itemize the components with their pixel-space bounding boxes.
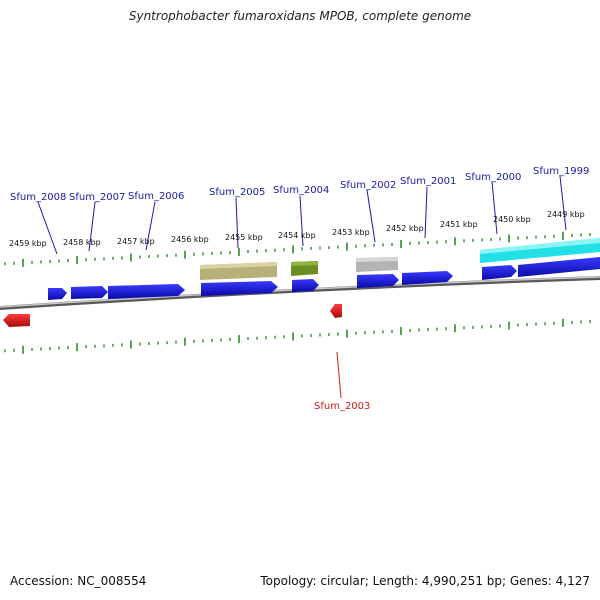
kbp-label: 2455 kbp	[225, 233, 263, 242]
gene-arrow-sfum-2004[interactable]	[292, 279, 319, 292]
gene-label-sfum-2002[interactable]: Sfum_2002	[340, 180, 396, 191]
gene-label-sfum-2005[interactable]: Sfum_2005	[209, 187, 265, 198]
kbp-label: 2449 kbp	[547, 210, 585, 219]
gene-arrow-sfum-2008[interactable]	[48, 288, 67, 300]
kbp-label: 2457 kbp	[117, 237, 155, 246]
map-title: Syntrophobacter fumaroxidans MPOB, compl…	[128, 9, 472, 23]
gene-label-sfum-2006[interactable]: Sfum_2006	[128, 191, 184, 202]
gene-label-sfum-2004[interactable]: Sfum_2004	[273, 185, 329, 196]
kbp-label: 2459 kbp	[9, 239, 47, 248]
gene-arrow-sfum-2003[interactable]	[330, 304, 342, 318]
kbp-label: 2458 kbp	[63, 238, 101, 247]
gene-label-sfum-2001[interactable]: Sfum_2001	[400, 176, 456, 187]
gene-label-sfum-2003[interactable]: Sfum_2003	[314, 401, 370, 412]
kbp-label: 2456 kbp	[171, 235, 209, 244]
kbp-label: 2450 kbp	[493, 215, 531, 224]
feature-bar-sfum-2005[interactable]	[200, 262, 277, 280]
topology-text: Topology: circular; Length: 4,990,251 bp…	[260, 574, 590, 588]
feature-bar-sfum-2004[interactable]	[291, 261, 318, 276]
gene-label-sfum-1999[interactable]: Sfum_1999	[533, 166, 589, 177]
kbp-label: 2454 kbp	[278, 231, 316, 240]
gene-label-sfum-2008[interactable]: Sfum_2008	[10, 192, 66, 203]
kbp-label: 2451 kbp	[440, 220, 478, 229]
gene-callout-lines	[37, 175, 567, 399]
feature-bar-sfum-2000[interactable]	[480, 238, 600, 263]
gene-arrow-sfum-1999[interactable]	[518, 257, 600, 277]
feature-bar-sfum-2002[interactable]	[356, 257, 398, 272]
gene-label-sfum-2000[interactable]: Sfum_2000	[465, 172, 521, 183]
gene-arrow-sfum-2002[interactable]	[357, 274, 399, 288]
kbp-label: 2452 kbp	[386, 224, 424, 233]
outer-tick-row	[4, 231, 591, 267]
inner-tick-row	[4, 318, 591, 354]
gene-arrow-sfum-2001[interactable]	[402, 271, 453, 285]
gene-label-sfum-2007[interactable]: Sfum_2007	[69, 192, 125, 203]
gene-arrow-sfum-2005[interactable]	[201, 281, 278, 296]
kbp-label: 2453 kbp	[332, 228, 370, 237]
accession-text: Accession: NC_008554	[10, 574, 147, 588]
gene-labels: Sfum_2008 Sfum_2007 Sfum_2006 Sfum_2005 …	[10, 166, 589, 412]
gene-arrow-sfum-2006[interactable]	[108, 284, 185, 299]
gene-arrow-sfum-2000[interactable]	[482, 265, 517, 280]
kbp-labels: 2459 kbp 2458 kbp 2457 kbp 2456 kbp 2455…	[9, 210, 585, 248]
gene-arrow-reverse-left[interactable]	[3, 314, 30, 327]
gene-arrow-sfum-2007[interactable]	[71, 286, 108, 299]
